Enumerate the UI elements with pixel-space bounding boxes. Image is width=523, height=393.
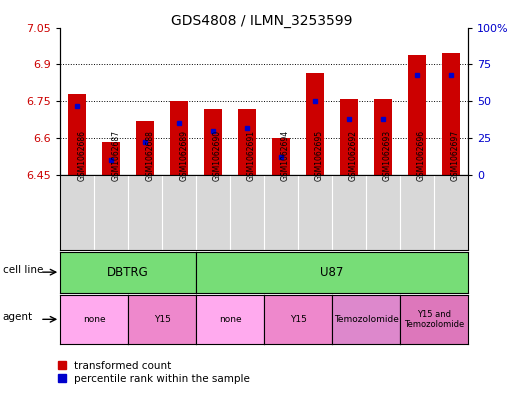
Text: cell line: cell line (3, 265, 43, 275)
Text: none: none (83, 315, 106, 324)
Text: GSM1062692: GSM1062692 (349, 130, 358, 181)
Text: U87: U87 (321, 266, 344, 279)
Text: GSM1062687: GSM1062687 (111, 130, 120, 181)
Text: Y15 and
Temozolomide: Y15 and Temozolomide (404, 310, 464, 329)
Bar (204, 108, 222, 175)
Bar (408, 55, 426, 175)
Bar (102, 142, 120, 175)
Bar (306, 73, 324, 175)
Text: agent: agent (3, 312, 33, 322)
Bar (272, 138, 290, 175)
Text: Y15: Y15 (290, 315, 306, 324)
Text: GSM1062686: GSM1062686 (77, 130, 86, 181)
Text: GSM1062695: GSM1062695 (315, 130, 324, 181)
Text: GSM1062689: GSM1062689 (179, 130, 188, 181)
Text: DBTRG: DBTRG (107, 266, 149, 279)
Text: GSM1062688: GSM1062688 (145, 130, 154, 181)
Bar (238, 108, 256, 175)
Text: Temozolomide: Temozolomide (334, 315, 399, 324)
Bar (68, 94, 86, 175)
Bar (374, 99, 392, 175)
Text: GSM1062691: GSM1062691 (247, 130, 256, 181)
Text: Y15: Y15 (154, 315, 170, 324)
Text: GSM1062694: GSM1062694 (281, 130, 290, 181)
Bar (170, 101, 188, 175)
Text: none: none (219, 315, 242, 324)
Bar (442, 53, 460, 175)
Text: GSM1062690: GSM1062690 (213, 130, 222, 181)
Bar (136, 121, 154, 175)
Text: GSM1062693: GSM1062693 (383, 130, 392, 181)
Legend: transformed count, percentile rank within the sample: transformed count, percentile rank withi… (58, 361, 250, 384)
Text: GDS4808 / ILMN_3253599: GDS4808 / ILMN_3253599 (170, 14, 353, 28)
Bar (340, 99, 358, 175)
Text: GSM1062697: GSM1062697 (451, 130, 460, 181)
Text: GSM1062696: GSM1062696 (417, 130, 426, 181)
